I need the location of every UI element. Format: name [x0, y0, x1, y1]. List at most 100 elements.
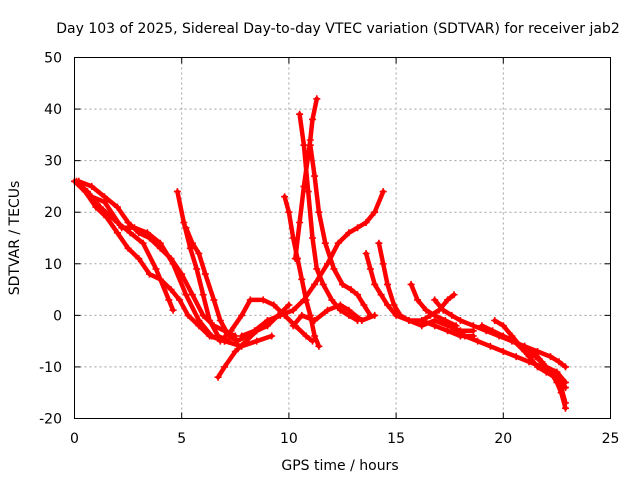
- data-point: [182, 291, 190, 299]
- data-point: [268, 332, 276, 340]
- data-point: [231, 348, 239, 355]
- data-point: [547, 353, 554, 361]
- chart-title: Day 103 of 2025, Sidereal Day-to-day VTE…: [56, 21, 619, 37]
- data-point: [139, 239, 147, 247]
- data-point: [253, 337, 261, 345]
- data-point: [184, 311, 192, 319]
- data-point: [210, 296, 218, 304]
- series-track-23: [478, 322, 569, 386]
- data-point: [201, 270, 209, 278]
- series-track-16: [375, 239, 477, 340]
- data-point: [360, 301, 368, 309]
- data-point: [375, 239, 383, 247]
- data-point: [334, 239, 342, 247]
- data-point: [124, 219, 132, 226]
- data-point: [358, 317, 366, 324]
- data-point: [345, 306, 353, 314]
- y-tick-label: -10: [39, 360, 62, 376]
- data-point: [562, 378, 569, 386]
- data-point: [407, 280, 415, 288]
- data-point: [557, 389, 565, 397]
- data-point: [444, 296, 452, 304]
- data-point: [176, 296, 184, 304]
- data-point: [336, 301, 344, 309]
- data-point: [296, 219, 304, 226]
- x-tick-label: 20: [494, 431, 512, 447]
- data-point: [251, 327, 259, 335]
- data-point: [339, 280, 346, 288]
- data-point: [289, 306, 297, 314]
- data-point: [113, 229, 121, 237]
- data-point: [101, 198, 108, 206]
- data-point: [328, 296, 336, 304]
- y-axis-label: SDTVAR / TECUs: [7, 181, 23, 296]
- series-track-12: [296, 110, 361, 324]
- data-point: [199, 291, 207, 299]
- axis-ticks: [74, 57, 611, 419]
- data-point: [345, 229, 353, 237]
- data-point: [131, 224, 138, 232]
- data-point: [371, 311, 379, 319]
- data-point: [306, 141, 314, 149]
- data-point: [291, 255, 299, 263]
- data-point: [448, 327, 456, 335]
- data-point: [300, 141, 308, 149]
- data-point: [124, 244, 132, 252]
- data-point: [304, 188, 312, 196]
- data-point: [414, 296, 421, 304]
- data-point: [289, 322, 297, 330]
- data-point: [264, 317, 271, 324]
- data-point: [491, 317, 499, 324]
- data-point: [311, 172, 319, 180]
- data-point: [315, 208, 323, 216]
- data-point: [195, 250, 203, 257]
- data-tracks: [71, 95, 569, 412]
- data-point: [315, 342, 323, 350]
- data-point: [311, 332, 319, 340]
- data-point: [499, 322, 507, 330]
- data-point: [542, 363, 550, 371]
- series-track-10: [281, 193, 323, 350]
- data-point: [422, 306, 430, 314]
- data-point: [371, 208, 379, 216]
- data-point: [347, 286, 355, 294]
- data-point: [216, 317, 224, 324]
- data-point: [227, 327, 235, 335]
- data-point: [298, 275, 306, 283]
- series-track-13: [306, 141, 374, 319]
- data-point: [439, 306, 447, 314]
- data-point: [173, 188, 181, 196]
- data-point: [396, 311, 404, 319]
- data-point: [180, 219, 188, 226]
- data-point: [532, 353, 539, 361]
- data-point: [195, 317, 203, 324]
- data-point: [214, 332, 222, 340]
- data-point: [431, 322, 439, 330]
- data-point: [221, 363, 229, 371]
- data-point: [77, 182, 85, 190]
- data-point: [259, 296, 267, 304]
- data-point: [165, 296, 173, 304]
- data-point: [469, 322, 477, 330]
- data-point: [426, 311, 434, 319]
- series-track-4: [77, 182, 229, 345]
- data-point: [311, 280, 319, 288]
- data-point: [362, 219, 370, 226]
- data-point: [169, 306, 177, 314]
- data-point: [489, 327, 497, 335]
- data-point: [313, 95, 321, 103]
- plot-frame: [74, 57, 611, 419]
- data-point: [418, 317, 426, 324]
- data-point: [510, 337, 518, 345]
- data-point: [88, 193, 96, 201]
- data-point: [562, 404, 569, 412]
- data-point: [441, 317, 449, 324]
- y-tick-label: 40: [44, 102, 62, 118]
- data-point: [270, 301, 278, 309]
- data-point: [319, 280, 327, 288]
- data-point: [156, 239, 164, 247]
- data-point: [384, 301, 391, 309]
- data-point: [88, 182, 96, 190]
- x-tick-label: 0: [70, 431, 79, 447]
- series-track-14: [289, 301, 379, 330]
